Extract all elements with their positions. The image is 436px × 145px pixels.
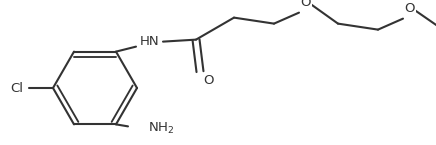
Text: O: O (300, 0, 310, 9)
Text: NH$_2$: NH$_2$ (148, 121, 174, 136)
Text: HN: HN (140, 35, 160, 48)
Text: O: O (404, 2, 414, 15)
Text: O: O (203, 74, 213, 87)
Text: Cl: Cl (10, 81, 23, 95)
